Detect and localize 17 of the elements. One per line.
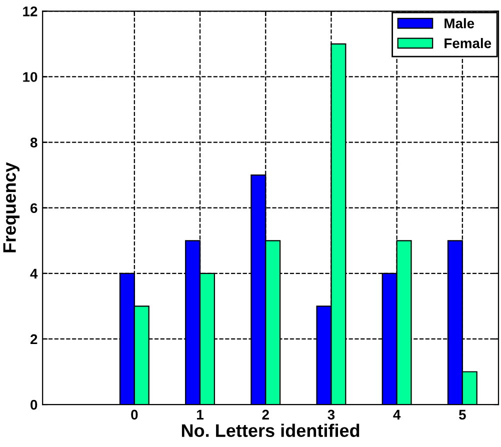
x-tick-label: 1 [197,410,204,420]
y-tick-label: 4 [30,268,38,278]
x-tick-label: 0 [131,410,138,420]
legend-label: Female [444,38,492,48]
x-tick-label: 5 [458,410,466,420]
y-tick-label: 2 [30,334,38,344]
x-tick-label: 4 [393,410,401,420]
y-tick-label: 10 [23,72,38,82]
x-axis-title: No. Letters identified [182,424,360,437]
legend-label: Male [444,18,474,28]
x-tick-label: 3 [328,410,335,420]
x-tick-label: 2 [262,410,269,420]
y-tick-label: 8 [30,138,38,148]
y-tick-label: 12 [23,6,38,16]
y-axis-title: Frequency [3,162,20,252]
y-tick-label: 0 [30,400,38,410]
y-tick-label: 6 [30,203,38,214]
